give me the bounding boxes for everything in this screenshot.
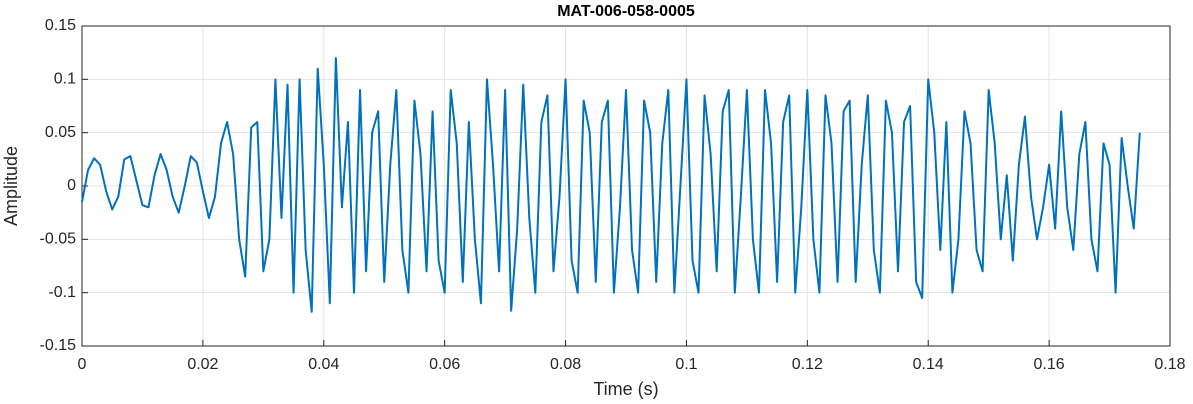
- y-tick-label: -0.1: [48, 284, 76, 301]
- y-tick-label: 0.05: [45, 124, 76, 141]
- y-tick-label: -0.05: [40, 231, 77, 248]
- plot-frame: [81, 25, 1171, 347]
- y-axis-label: Amplitude: [1, 146, 21, 226]
- x-tick-label: 0.06: [429, 356, 460, 373]
- x-tick-label: 0.12: [792, 356, 823, 373]
- x-tick-label: 0.16: [1034, 356, 1065, 373]
- y-tick-label: 0.15: [45, 17, 76, 34]
- y-tick-label: 0: [67, 177, 76, 194]
- x-tick-label: 0.04: [308, 356, 339, 373]
- x-tick-label: 0.02: [187, 356, 218, 373]
- x-tick-label: 0.08: [550, 356, 581, 373]
- x-axis-label: Time (s): [593, 379, 658, 399]
- y-tick-label: 0.1: [54, 71, 76, 88]
- x-tick-label: 0: [78, 356, 87, 373]
- waveform-line: [81, 57, 1141, 313]
- y-tick-label: -0.15: [40, 337, 77, 354]
- x-tick-label: 0.18: [1154, 356, 1185, 373]
- x-tick-label: 0.1: [675, 356, 697, 373]
- x-tick-label: 0.14: [913, 356, 944, 373]
- chart-title: MAT-006-058-0005: [557, 3, 695, 20]
